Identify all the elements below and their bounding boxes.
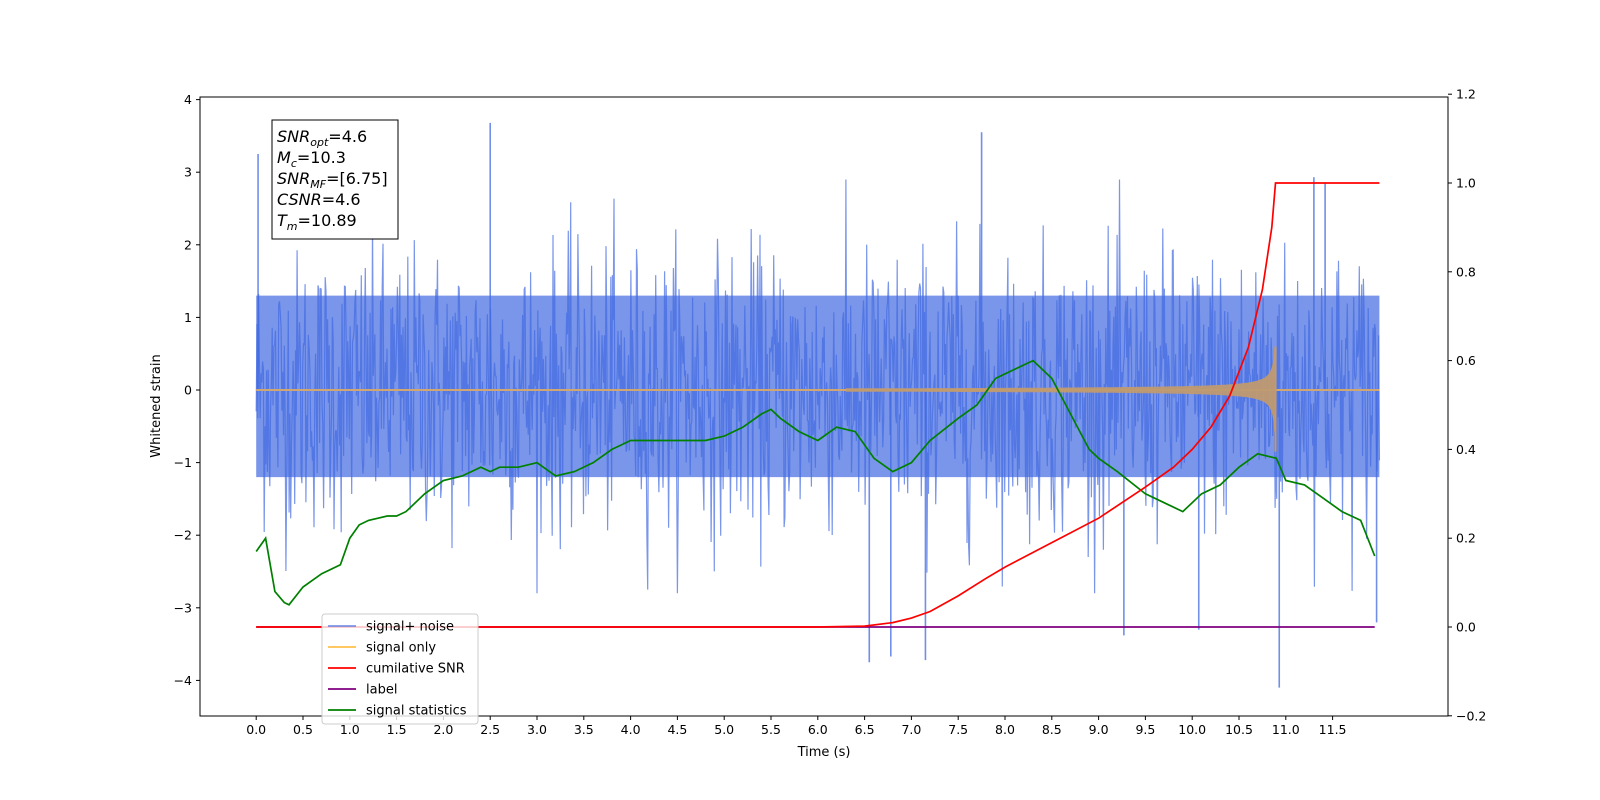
y-tick-label: 1 [184,310,192,325]
y-tick-label: 0 [184,383,192,398]
y2-tick-label: 0.0 [1456,620,1476,635]
y2-tick-label: 1.2 [1456,87,1476,102]
legend-label: label [366,683,397,698]
x-tick-label: 6.5 [855,722,875,737]
x-tick-label: 5.5 [761,722,781,737]
x-tick-label: 5.0 [714,722,734,737]
y-tick-label: −1 [174,455,192,470]
x-tick-label: 9.0 [1089,722,1109,737]
y-tick-label: 3 [184,165,192,180]
x-axis-ticks: 0.0 0.5 1.0 1.5 2.0 2.5 3.0 3.5 4.0 4.5 5.0 5.5 6.0 6… [246,716,1347,737]
annotation-line: Tm=10.89 [277,211,357,233]
x-tick-label: 3.5 [574,722,594,737]
annotation-line: CSNR=4.6 [277,190,361,209]
x-tick-label: 9.5 [1135,722,1155,737]
x-tick-label: 0.0 [246,722,266,737]
y-tick-label: −4 [174,673,192,688]
y2-tick-label: 0.8 [1456,264,1476,279]
cumilative-snr-line [256,182,1380,628]
y2-tick-label: −0.2 [1456,708,1486,723]
x-tick-label: 1.5 [387,722,407,737]
signal-only-series [256,346,1380,452]
y2-tick-label: 0.4 [1456,442,1476,457]
legend-frame [321,613,479,725]
x-tick-label: 11.0 [1272,722,1300,737]
x-tick-label: 2.0 [433,722,453,737]
x-tick-label: 1.0 [340,722,360,737]
y-axis-ticks: 4 3 2 1 0 −1 −2 −3 −4 [174,92,200,688]
y2-tick-label: 0.6 [1456,353,1476,368]
y-tick-label: −3 [174,600,192,615]
x-tick-label: 10.0 [1178,722,1206,737]
x-tick-label: 7.0 [901,722,921,737]
y2-tick-label: 1.0 [1456,176,1476,191]
annotation-frame [271,119,399,240]
x-tick-label: 6.0 [808,722,828,737]
x-tick-label: 7.5 [948,722,968,737]
x-tick-label: 4.0 [621,722,641,737]
x-axis-label: Time (s) [797,745,851,760]
y2-axis-ticks: 1.2 1.0 0.8 0.6 0.4 0.2 0.0 −0.2 [1448,87,1486,723]
x-tick-label: 3.0 [527,722,547,737]
x-tick-label: 0.5 [293,722,313,737]
y-axis-label: Whitened strain [149,354,164,457]
x-tick-label: 11.5 [1319,722,1347,737]
signal-chirp [845,346,1276,434]
x-tick-label: 8.5 [1042,722,1062,737]
plot-frame [199,96,1449,717]
x-tick-label: 8.0 [995,722,1015,737]
annotation-line: SNRMF=[6.75] [277,169,388,191]
legend-label: signal only [366,641,436,656]
legend-label: signal+ noise [366,620,454,635]
y-tick-label: −2 [174,528,192,543]
legend: signal+ noise signal only cumilative SNR la… [321,613,479,725]
legend-label: signal statistics [366,704,467,719]
legend-label: cumilative SNR [366,662,465,677]
signal-statistics-line [255,359,1376,606]
annotation-line: SNRopt=4.6 [277,127,367,149]
x-tick-label: 10.5 [1225,722,1253,737]
y2-tick-label: 0.2 [1456,531,1476,546]
x-tick-label: 2.5 [480,722,500,737]
y-tick-label: 2 [184,237,192,252]
y-tick-label: 4 [184,92,192,107]
annotation-line: Mc=10.3 [277,148,346,170]
x-tick-label: 4.5 [667,722,687,737]
